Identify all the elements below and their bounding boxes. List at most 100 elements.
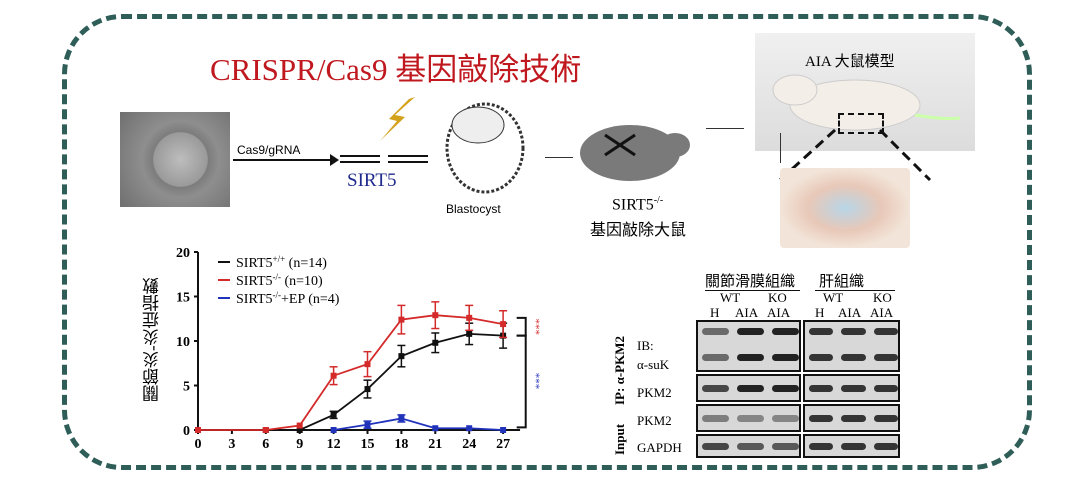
x-tick-label: 18: [394, 437, 408, 450]
wb-lane-label: AIA: [870, 305, 894, 320]
blot-panel: [696, 434, 801, 458]
cas9-arrow-label: Cas9/gRNA: [237, 143, 301, 157]
blot-panel: [696, 374, 801, 402]
data-point: [195, 427, 201, 433]
dna-strand-icon: [388, 155, 428, 163]
x-tick-label: 9: [296, 437, 303, 450]
blot-panel: [803, 320, 900, 372]
arrow-head-icon: [330, 154, 339, 166]
data-point: [432, 312, 439, 319]
blot-band: [772, 328, 799, 335]
wb-lane-label: AIA: [735, 305, 759, 320]
blot-band: [737, 328, 764, 335]
data-point: [500, 321, 507, 328]
wb-ip-label: IP: α-PKM2: [612, 336, 627, 405]
arrow-icon: [780, 133, 781, 163]
blot-band: [809, 415, 834, 422]
blot-band: [702, 415, 729, 422]
gene-label: SIRT5: [347, 170, 397, 191]
x-tick-label: 12: [327, 437, 341, 450]
data-point: [500, 427, 507, 433]
data-point: [466, 330, 473, 337]
chart-y-label: 關節炎-炎症指數: [143, 277, 162, 403]
legend-entry: SIRT5+/+ (n=14): [236, 254, 327, 271]
data-point: [330, 411, 337, 418]
blot-band: [737, 385, 764, 392]
ko-rat-caption: 基因敲除大鼠: [590, 222, 687, 239]
series-line: [198, 332, 504, 431]
wb-group-liver: 肝組織: [819, 274, 865, 290]
wb-row-label: PKM2: [637, 385, 672, 400]
blot-band: [737, 443, 764, 450]
ko-rat-label: SIRT5-/-: [612, 195, 663, 214]
wb-lane-label: H: [815, 305, 825, 320]
arrow-icon: [233, 159, 333, 161]
wb-group-synovium: 關節滑膜組織: [705, 274, 796, 290]
rat-icon: [772, 74, 961, 131]
blot-band: [772, 385, 799, 392]
data-point: [398, 316, 405, 323]
series-line: [333, 417, 504, 431]
figure-title: CRISPR/Cas9 基因敲除技術: [210, 52, 582, 87]
data-point: [330, 427, 337, 433]
data-point: [262, 427, 269, 433]
wb-lane-label: AIA: [838, 305, 862, 320]
data-point: [364, 421, 371, 428]
blot-band: [841, 415, 866, 422]
zoom-box: [838, 113, 884, 134]
blot-band: [873, 443, 898, 450]
data-point: [466, 314, 473, 321]
y-tick-label: 15: [176, 291, 190, 306]
data-point: [330, 372, 337, 379]
blot-band: [772, 415, 799, 422]
dna-strand-icon: [340, 155, 380, 163]
data-point: [398, 353, 405, 360]
data-point: [296, 422, 303, 429]
blot-band: [873, 328, 898, 335]
blot-band: [873, 354, 898, 361]
blot-band: [737, 354, 764, 361]
data-point: [432, 339, 439, 346]
x-tick-label: 15: [361, 437, 375, 450]
blot-panel: [803, 434, 900, 458]
data-point: [398, 415, 405, 422]
wb-row-label: IB:: [637, 338, 654, 353]
wb-ko-label: KO: [768, 290, 787, 305]
blastocyst-label: Blastocyst: [446, 202, 501, 216]
aia-model-label: AIA 大鼠模型: [805, 54, 895, 70]
blot-band: [772, 443, 799, 450]
data-point: [466, 425, 473, 432]
legend-entry: SIRT5-/-+EP (n=4): [236, 290, 340, 307]
blot-band: [702, 385, 729, 392]
zygote-microinjection-image: [120, 112, 230, 207]
knockout-rat-icon: [580, 125, 690, 181]
blot-band: [809, 385, 834, 392]
wb-row-label: α-suK: [637, 357, 670, 372]
blastocyst-icon: [445, 102, 525, 194]
joint-illustration: [780, 168, 910, 248]
blot-band: [702, 354, 729, 361]
y-tick-label: 10: [176, 335, 190, 350]
blot-panel: [803, 404, 900, 432]
dashed-frame: [62, 14, 1032, 470]
wb-row-label: PKM2: [637, 413, 672, 428]
legend-entry: SIRT5-/- (n=10): [236, 272, 323, 289]
ko-rat-name: SIRT5: [612, 196, 654, 214]
blot-band: [809, 443, 834, 450]
wb-lane-label: AIA: [767, 305, 791, 320]
blot-band: [873, 415, 898, 422]
data-point: [432, 425, 439, 432]
blot-band: [702, 443, 729, 450]
x-tick-label: 24: [462, 437, 476, 450]
y-tick-label: 20: [176, 246, 190, 261]
significance-stars: ***: [529, 319, 541, 336]
arrow-icon: [545, 157, 573, 158]
x-tick-label: 0: [195, 437, 202, 450]
significance-bracket: [516, 334, 527, 429]
ko-rat-genotype: -/-: [653, 195, 664, 206]
blot-band: [809, 328, 834, 335]
blot-panel: [803, 374, 900, 402]
divider: [705, 290, 800, 291]
blot-band: [809, 354, 834, 361]
